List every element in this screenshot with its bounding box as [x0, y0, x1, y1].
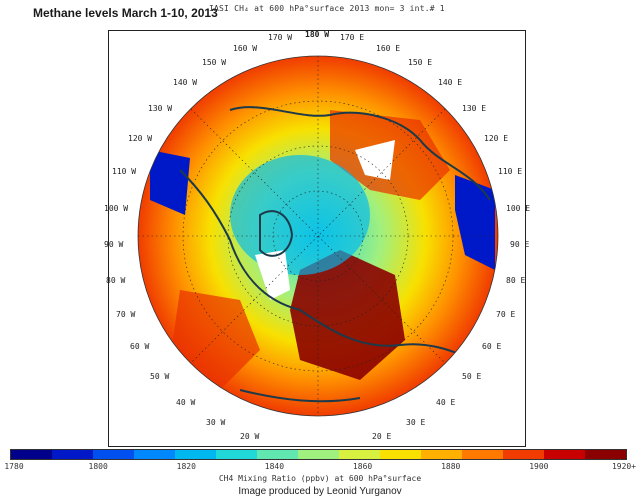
credit-text: Image produced by Leonid Yurganov	[238, 486, 402, 497]
colorbar-tick-label: 1880	[441, 462, 461, 471]
colorbar-tick-label: 1900	[529, 462, 549, 471]
lon-label-50e: 50 E	[462, 372, 482, 381]
lon-label-80w: 80 W	[106, 276, 126, 285]
plot-frame	[108, 30, 526, 447]
colorbar-tick-label: 1920+	[611, 462, 637, 471]
lon-label-70e: 70 E	[496, 310, 516, 319]
missing-data-greenland	[255, 250, 290, 300]
lon-label-20e: 20 E	[372, 432, 392, 441]
lon-label-170w: 170 W	[268, 33, 293, 42]
lon-label-100e: 100 E	[506, 204, 531, 213]
colorbar-swatch	[216, 450, 257, 459]
lon-label-110w: 110 W	[112, 167, 137, 176]
lon-label-40e: 40 E	[436, 398, 456, 407]
lon-label-100w: 100 W	[104, 204, 129, 213]
high-methane-region	[290, 250, 405, 380]
lon-label-170e: 170 E	[340, 33, 365, 42]
lon-label-130w: 130 W	[148, 104, 173, 113]
polar-methane-map	[137, 55, 499, 417]
colorbar-swatch	[339, 450, 380, 459]
colorbar-tick-label: 1860	[352, 462, 373, 471]
arctic-low-region	[230, 155, 370, 275]
colorbar	[10, 449, 627, 460]
lon-label-140e: 140 E	[438, 78, 463, 87]
colorbar-swatch	[585, 450, 626, 459]
lon-label-130e: 130 E	[462, 104, 487, 113]
lon-label-120e: 120 E	[484, 134, 509, 143]
plot-header: IASI CH₄ at 600 hPa°surface 2013 mon= 3 …	[209, 4, 445, 13]
lon-label-60e: 60 E	[482, 342, 502, 351]
colorbar-swatch	[503, 450, 544, 459]
lon-label-120w: 120 W	[128, 134, 153, 143]
lon-label-90e: 90 E	[510, 240, 530, 249]
lon-label-30w: 30 W	[206, 418, 226, 427]
low-methane-patch-east	[455, 175, 495, 270]
lon-label-50w: 50 W	[150, 372, 170, 381]
page-title: Methane levels March 1-10, 2013	[33, 6, 218, 20]
colorbar-swatch	[544, 450, 585, 459]
colorbar-swatch	[52, 450, 93, 459]
colorbar-tick-label: 1780	[4, 462, 24, 471]
lon-label-90w: 90 W	[104, 240, 124, 249]
colorbar-swatch	[380, 450, 421, 459]
colorbar-swatch	[93, 450, 134, 459]
colorbar-swatch	[462, 450, 503, 459]
missing-data-siberia	[355, 140, 395, 180]
colorbar-swatch	[11, 450, 52, 459]
colorbar-tick-label: 1820	[176, 462, 196, 471]
colorbar-swatch	[257, 450, 298, 459]
lon-label-180: 180 W	[305, 30, 330, 39]
colorbar-tick-label: 1840	[264, 462, 285, 471]
lon-label-140w: 140 W	[173, 78, 198, 87]
colorbar-swatch	[421, 450, 462, 459]
lon-label-70w: 70 W	[116, 310, 136, 319]
colorbar-swatch	[134, 450, 175, 459]
lon-label-150e: 150 E	[408, 58, 433, 67]
lon-label-150w: 150 W	[202, 58, 227, 67]
colorbar-label: CH4 Mixing Ratio (ppbv) at 600 hPa°surfa…	[218, 474, 422, 483]
lon-label-60w: 60 W	[130, 342, 150, 351]
lon-label-160w: 160 W	[233, 44, 258, 53]
lon-label-80e: 80 E	[506, 276, 526, 285]
lon-label-40w: 40 W	[176, 398, 196, 407]
lon-label-160e: 160 E	[376, 44, 401, 53]
low-methane-patch-west	[150, 150, 190, 215]
colorbar-tick-label: 1800	[88, 462, 108, 471]
colorbar-swatch	[298, 450, 339, 459]
colorbar-swatch	[175, 450, 216, 459]
lon-label-30e: 30 E	[406, 418, 426, 427]
lon-label-20w: 20 W	[240, 432, 260, 441]
lon-label-110e: 110 E	[498, 167, 523, 176]
